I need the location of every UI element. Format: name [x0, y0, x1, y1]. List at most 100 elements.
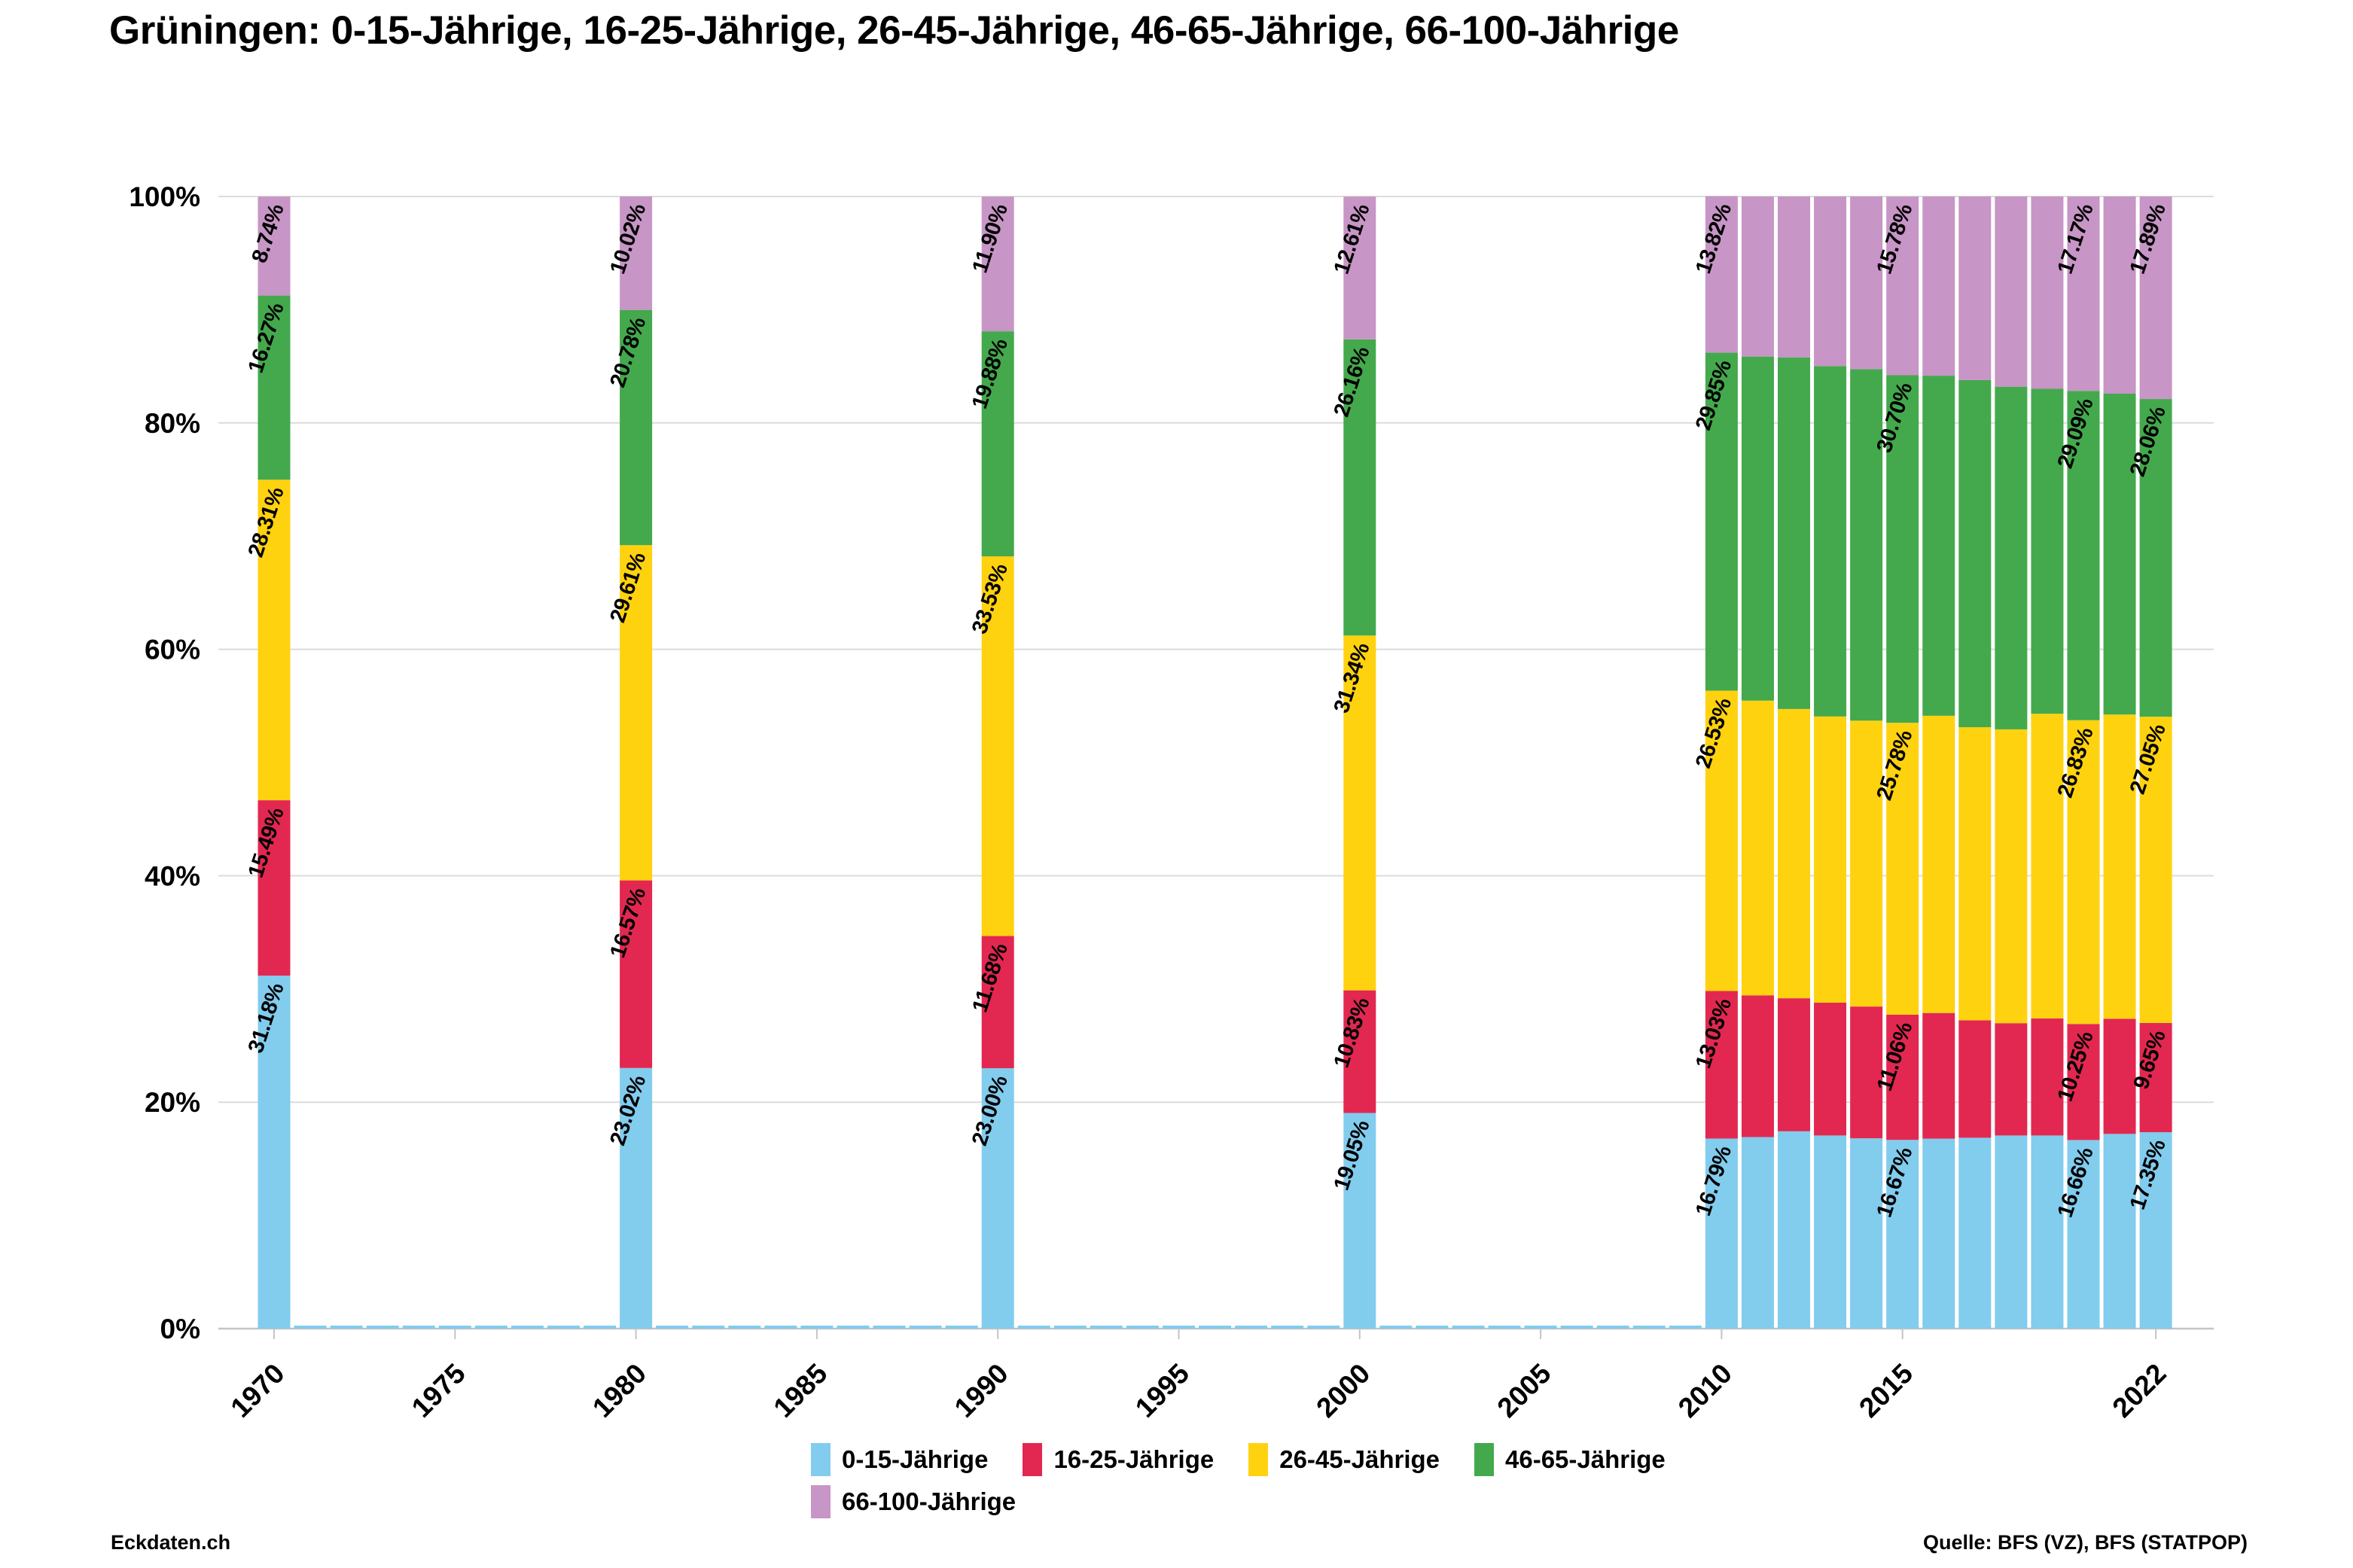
- bar-segment-2013-66-100-Jährige[interactable]: [1814, 196, 1847, 367]
- bar-segment-1970-16-25-Jährige[interactable]: [258, 800, 291, 976]
- bar-segment-2014-16-25-Jährige[interactable]: [1850, 1006, 1883, 1139]
- bar-segment-2017-0-15-Jährige[interactable]: [1958, 1137, 1992, 1329]
- bar-segment-1980-66-100-Jährige[interactable]: [620, 196, 653, 310]
- bar-segment-2015-0-15-Jährige[interactable]: [1886, 1140, 1919, 1329]
- bar-segment-2019-0-15-Jährige[interactable]: [2031, 1135, 2064, 1329]
- bar-segment-1970-0-15-Jährige[interactable]: [258, 976, 291, 1329]
- empty-year-marker-1982: [692, 1326, 725, 1329]
- bar-segment-1980-26-45-Jährige[interactable]: [620, 545, 653, 881]
- bar-segment-2016-16-25-Jährige[interactable]: [1922, 1012, 1955, 1139]
- empty-year-marker-2008: [1632, 1326, 1666, 1329]
- bar-segment-2017-16-25-Jährige[interactable]: [1958, 1020, 1992, 1138]
- bar-segment-1980-46-65-Jährige[interactable]: [620, 309, 653, 546]
- bar-segment-2015-66-100-Jährige[interactable]: [1886, 196, 1919, 376]
- bar-segment-2018-66-100-Jährige[interactable]: [1995, 196, 2028, 387]
- bar-segment-2010-66-100-Jährige[interactable]: [1705, 196, 1738, 353]
- bar-segment-2019-66-100-Jährige[interactable]: [2031, 196, 2064, 389]
- bar-segment-2016-66-100-Jährige[interactable]: [1922, 196, 1955, 376]
- bar-segment-2016-0-15-Jährige[interactable]: [1922, 1138, 1955, 1329]
- bar-segment-2022-66-100-Jährige[interactable]: [2139, 196, 2172, 400]
- bar-segment-2018-46-65-Jährige[interactable]: [1995, 386, 2028, 729]
- bar-segment-1970-46-65-Jährige[interactable]: [258, 295, 291, 480]
- y-axis-label-0%: 0%: [160, 1314, 200, 1344]
- bar-segment-2013-26-45-Jährige[interactable]: [1814, 716, 1847, 1003]
- bar-segment-2000-16-25-Jährige[interactable]: [1343, 990, 1376, 1113]
- bar-segment-2022-16-25-Jährige[interactable]: [2139, 1022, 2172, 1133]
- bar-segment-2020-26-45-Jährige[interactable]: [2067, 720, 2100, 1025]
- bar-segment-2012-46-65-Jährige[interactable]: [1778, 357, 1811, 709]
- bar-segment-2020-46-65-Jährige[interactable]: [2067, 391, 2100, 720]
- bar-segment-2013-16-25-Jährige[interactable]: [1814, 1002, 1847, 1136]
- bar-segment-2000-26-45-Jährige[interactable]: [1343, 635, 1376, 991]
- bar-segment-2014-46-65-Jährige[interactable]: [1850, 369, 1883, 721]
- bar-segment-2010-26-45-Jährige[interactable]: [1705, 690, 1738, 991]
- bar-segment-2018-16-25-Jährige[interactable]: [1995, 1023, 2028, 1136]
- bar-segment-1970-66-100-Jährige[interactable]: [258, 196, 291, 296]
- bar-segment-2015-16-25-Jährige[interactable]: [1886, 1014, 1919, 1140]
- bar-segment-2012-16-25-Jährige[interactable]: [1778, 998, 1811, 1131]
- bar-segment-2011-0-15-Jährige[interactable]: [1741, 1137, 1774, 1329]
- bar-segment-2014-66-100-Jährige[interactable]: [1850, 196, 1883, 370]
- bar-segment-2017-46-65-Jährige[interactable]: [1958, 379, 1992, 728]
- bar-segment-2011-26-45-Jährige[interactable]: [1741, 700, 1774, 996]
- bar-segment-2016-26-45-Jährige[interactable]: [1922, 715, 1955, 1013]
- footer-brand: Eckdaten.ch: [111, 1531, 231, 1554]
- empty-year-marker-1991: [1017, 1326, 1050, 1329]
- bar-segment-2000-46-65-Jährige[interactable]: [1343, 339, 1376, 636]
- bar-segment-2010-16-25-Jährige[interactable]: [1705, 991, 1738, 1139]
- x-axis-label-1995: 1995: [1129, 1358, 1195, 1423]
- bar-segment-2015-46-65-Jährige[interactable]: [1886, 375, 1919, 723]
- bar-segment-2022-46-65-Jährige[interactable]: [2139, 399, 2172, 717]
- bar-segment-2000-0-15-Jährige[interactable]: [1343, 1113, 1376, 1329]
- bar-segment-2020-66-100-Jährige[interactable]: [2067, 196, 2100, 391]
- bar-segment-2014-26-45-Jährige[interactable]: [1850, 720, 1883, 1007]
- bar-segment-2022-26-45-Jährige[interactable]: [2139, 717, 2172, 1023]
- legend-item-46-65[interactable]: 46-65-Jährige: [1474, 1443, 1666, 1476]
- bar-segment-2010-46-65-Jährige[interactable]: [1705, 352, 1738, 691]
- bar-segment-1980-0-15-Jährige[interactable]: [620, 1067, 653, 1329]
- bar-segment-1990-26-45-Jährige[interactable]: [981, 556, 1014, 936]
- bar-segment-2011-16-25-Jährige[interactable]: [1741, 995, 1774, 1137]
- legend-item-66-100[interactable]: 66-100-Jährige: [811, 1485, 1016, 1518]
- empty-year-marker-1988: [909, 1326, 942, 1329]
- bar-segment-2013-0-15-Jährige[interactable]: [1814, 1135, 1847, 1329]
- bar-segment-2021-16-25-Jährige[interactable]: [2103, 1018, 2136, 1134]
- legend-item-26-45[interactable]: 26-45-Jährige: [1248, 1443, 1440, 1476]
- bar-segment-2014-0-15-Jährige[interactable]: [1850, 1138, 1883, 1329]
- bar-segment-2021-26-45-Jährige[interactable]: [2103, 714, 2136, 1019]
- bar-segment-2000-66-100-Jährige[interactable]: [1343, 196, 1376, 339]
- bar-segment-2011-66-100-Jährige[interactable]: [1741, 196, 1774, 357]
- bar-segment-2018-26-45-Jährige[interactable]: [1995, 729, 2028, 1024]
- bar-segment-1970-26-45-Jährige[interactable]: [258, 480, 291, 801]
- bar-segment-2012-26-45-Jährige[interactable]: [1778, 708, 1811, 999]
- bar-segment-2013-46-65-Jährige[interactable]: [1814, 366, 1847, 717]
- bar-segment-2021-0-15-Jährige[interactable]: [2103, 1134, 2136, 1329]
- bar-segment-2017-66-100-Jährige[interactable]: [1958, 196, 1992, 380]
- bar-segment-2017-26-45-Jährige[interactable]: [1958, 727, 1992, 1021]
- bar-segment-2021-46-65-Jährige[interactable]: [2103, 393, 2136, 715]
- legend-item-0-15[interactable]: 0-15-Jährige: [811, 1443, 988, 1476]
- bar-segment-2010-0-15-Jährige[interactable]: [1705, 1138, 1738, 1329]
- bar-segment-1990-46-65-Jährige[interactable]: [981, 331, 1014, 557]
- bar-segment-2016-46-65-Jährige[interactable]: [1922, 376, 1955, 716]
- bar-segment-2015-26-45-Jährige[interactable]: [1886, 723, 1919, 1015]
- bar-segment-2011-46-65-Jährige[interactable]: [1741, 356, 1774, 701]
- bar-segment-2012-66-100-Jährige[interactable]: [1778, 196, 1811, 358]
- legend-row-2: 66-100-Jährige: [811, 1485, 1016, 1518]
- bar-segment-2019-16-25-Jährige[interactable]: [2031, 1018, 2064, 1136]
- bar-segment-2021-66-100-Jährige[interactable]: [2103, 196, 2136, 394]
- legend-item-16-25[interactable]: 16-25-Jährige: [1023, 1443, 1214, 1476]
- bar-segment-2019-26-45-Jährige[interactable]: [2031, 714, 2064, 1018]
- bar-segment-2020-16-25-Jährige[interactable]: [2067, 1024, 2100, 1140]
- bar-segment-2020-0-15-Jährige[interactable]: [2067, 1140, 2100, 1329]
- empty-year-marker-1975: [438, 1326, 471, 1329]
- empty-year-marker-2005: [1524, 1326, 1557, 1329]
- bar-segment-1980-16-25-Jährige[interactable]: [620, 880, 653, 1068]
- bar-segment-1990-16-25-Jährige[interactable]: [981, 936, 1014, 1069]
- bar-segment-2022-0-15-Jährige[interactable]: [2139, 1132, 2172, 1329]
- bar-segment-2018-0-15-Jährige[interactable]: [1995, 1135, 2028, 1329]
- bar-segment-1990-0-15-Jährige[interactable]: [981, 1068, 1014, 1329]
- bar-segment-1990-66-100-Jährige[interactable]: [981, 196, 1014, 332]
- bar-segment-2012-0-15-Jährige[interactable]: [1778, 1131, 1811, 1329]
- bar-segment-2019-46-65-Jährige[interactable]: [2031, 388, 2064, 714]
